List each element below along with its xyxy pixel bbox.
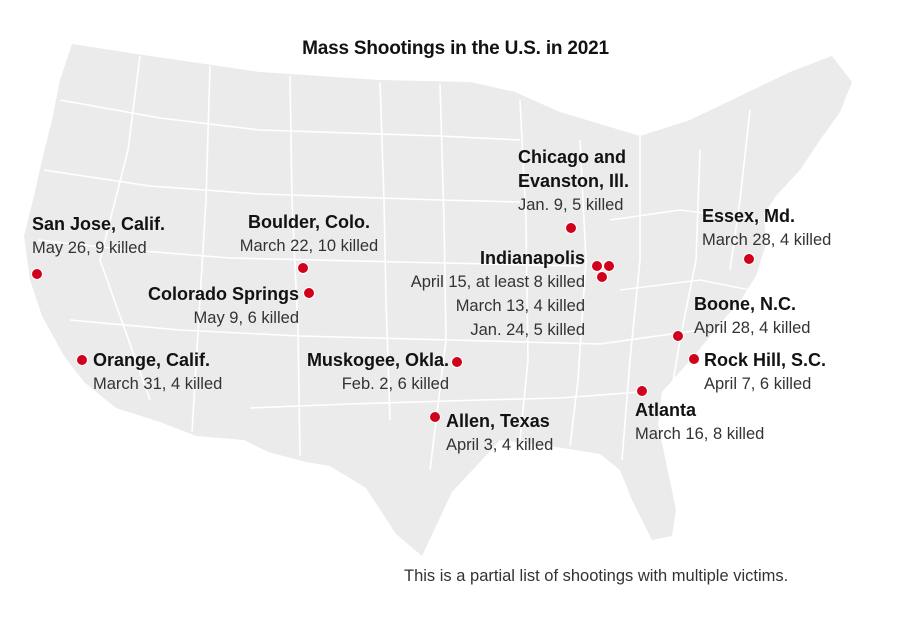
marker-indianapolis-2[interactable]	[603, 260, 615, 272]
place-name: San Jose, Calif.	[32, 214, 166, 234]
state-borders	[37, 55, 761, 471]
marker-boulder[interactable]	[297, 262, 309, 274]
shooting-detail: April 28, 4 killed	[694, 319, 811, 337]
label-essex: Essex, Md. March 28, 4 killed	[702, 204, 831, 252]
marker-indianapolis-1[interactable]	[591, 260, 603, 272]
us-land-mass	[24, 44, 852, 556]
shooting-detail: March 28, 4 killed	[702, 231, 832, 249]
marker-essex[interactable]	[743, 253, 755, 265]
place-name: Boulder, Colo.	[247, 212, 370, 232]
marker-orange[interactable]	[76, 354, 88, 366]
place-name: Colorado Springs	[147, 284, 299, 304]
shooting-detail: March 31, 4 killed	[93, 375, 223, 393]
place-name: Chicago and	[518, 147, 627, 167]
shooting-detail: Feb. 2, 6 killed	[341, 375, 449, 393]
place-name: Essex, Md.	[702, 206, 796, 226]
marker-rock-hill[interactable]	[688, 353, 700, 365]
shooting-detail: Jan. 9, 5 killed	[518, 196, 624, 214]
marker-atlanta[interactable]	[636, 385, 648, 397]
place-name: Indianapolis	[479, 248, 585, 268]
shooting-detail: March 13, 4 killed	[455, 297, 585, 315]
marker-san-jose[interactable]	[31, 268, 43, 280]
label-orange: Orange, Calif. March 31, 4 killed	[93, 348, 222, 396]
label-allen: Allen, Texas April 3, 4 killed	[446, 409, 553, 457]
shooting-detail: March 22, 10 killed	[239, 237, 379, 255]
shooting-detail: May 26, 9 killed	[32, 239, 147, 257]
shooting-detail: March 16, 8 killed	[635, 425, 765, 443]
shooting-detail: Jan. 24, 5 killed	[470, 321, 585, 339]
marker-boone[interactable]	[672, 330, 684, 342]
marker-indianapolis-3[interactable]	[596, 271, 608, 283]
place-name: Boone, N.C.	[694, 294, 796, 314]
label-indianapolis: Indianapolis April 15, at least 8 killed…	[411, 246, 585, 342]
place-name: Muskogee, Okla.	[306, 350, 449, 370]
label-muskogee: Muskogee, Okla. Feb. 2, 6 killed	[307, 348, 449, 396]
shooting-detail: April 3, 4 killed	[446, 436, 554, 454]
label-boone: Boone, N.C. April 28, 4 killed	[694, 292, 810, 340]
map-title: Mass Shootings in the U.S. in 2021	[302, 38, 609, 59]
label-atlanta: Atlanta March 16, 8 killed	[635, 398, 764, 446]
marker-allen[interactable]	[429, 411, 441, 423]
place-name: Atlanta	[635, 400, 697, 420]
place-name-line2: Evanston, Ill.	[518, 171, 630, 191]
shooting-detail: April 15, at least 8 killed	[410, 273, 585, 291]
marker-chicago-evanston[interactable]	[565, 222, 577, 234]
shooting-detail: May 9, 6 killed	[193, 309, 299, 327]
marker-muskogee[interactable]	[451, 356, 463, 368]
place-name: Orange, Calif.	[93, 350, 211, 370]
label-colorado-springs: Colorado Springs May 9, 6 killed	[148, 282, 299, 330]
label-chicago-evanston: Chicago and Evanston, Ill. Jan. 9, 5 kil…	[518, 145, 629, 217]
place-name: Rock Hill, S.C.	[704, 350, 827, 370]
label-boulder: Boulder, Colo. March 22, 10 killed	[226, 210, 392, 258]
place-name: Allen, Texas	[446, 411, 550, 431]
label-rock-hill: Rock Hill, S.C. April 7, 6 killed	[704, 348, 826, 396]
shooting-detail: April 7, 6 killed	[704, 375, 812, 393]
footnote: This is a partial list of shootings with…	[404, 567, 789, 585]
label-san-jose: San Jose, Calif. May 26, 9 killed	[32, 212, 165, 260]
marker-colorado-springs[interactable]	[303, 287, 315, 299]
